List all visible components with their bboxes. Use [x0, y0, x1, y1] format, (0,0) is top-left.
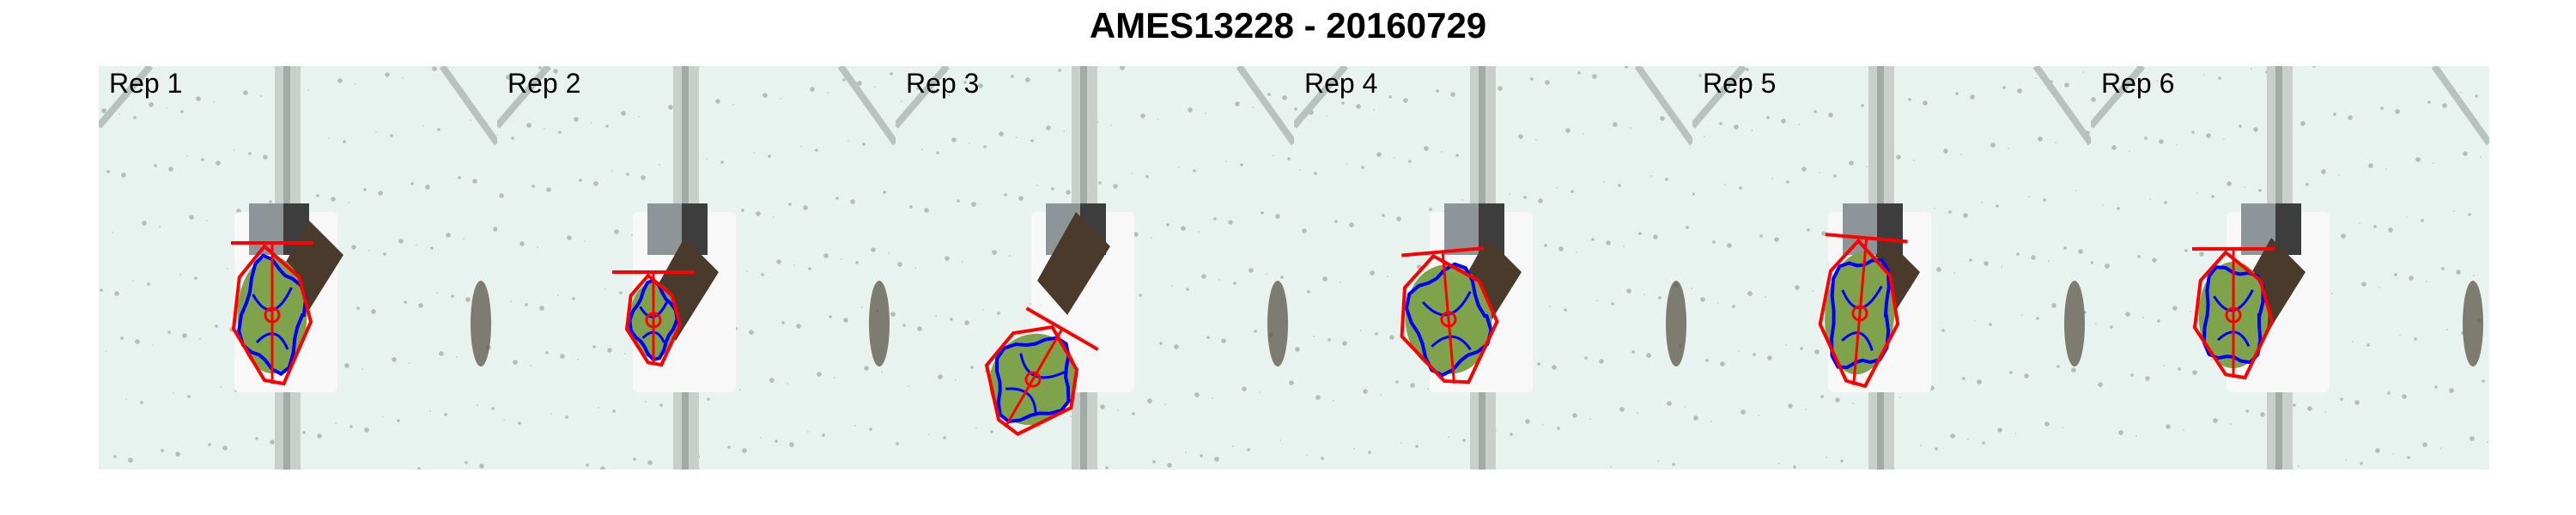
soil — [1037, 212, 1110, 315]
debris — [869, 281, 890, 367]
debris — [1267, 281, 1288, 367]
rail — [2032, 66, 2091, 146]
rail — [896, 66, 951, 129]
convex-hull — [1818, 238, 1900, 389]
rail — [497, 66, 552, 129]
panel-rep-1: Rep 1 — [99, 66, 497, 470]
convex-hull — [2192, 250, 2275, 380]
panel-label: Rep 2 — [507, 68, 581, 99]
convex-hull — [624, 273, 683, 367]
debris — [2064, 281, 2085, 367]
height-line — [1441, 251, 1456, 384]
panel-rep-2: Rep 2 — [497, 66, 896, 470]
figure-title: AMES13228 - 20160729 — [1089, 5, 1487, 45]
plant — [231, 241, 313, 386]
plant — [1818, 233, 1908, 389]
rail — [2091, 66, 2146, 129]
plant-photo — [99, 66, 497, 470]
debris — [471, 281, 491, 367]
plant-photo — [896, 66, 1294, 470]
height-line — [1004, 328, 1064, 428]
convex-hull — [984, 324, 1079, 437]
rail — [1634, 66, 1692, 146]
plant — [984, 306, 1099, 437]
panel-label: Rep 1 — [109, 68, 183, 99]
leaf-contour — [1830, 258, 1891, 370]
pot-block — [647, 203, 682, 255]
plant — [1400, 246, 1499, 385]
panel-label: Rep 3 — [906, 68, 980, 99]
leaf-contour — [628, 278, 680, 362]
plant — [612, 270, 695, 367]
plant-photo — [1294, 66, 1692, 470]
top-bar — [1025, 306, 1099, 351]
top-bar — [1825, 233, 1908, 244]
convex-hull — [231, 244, 313, 386]
rail — [1236, 66, 1294, 146]
panel-rep-3: Rep 3 — [896, 66, 1294, 470]
centroid-marker — [645, 312, 662, 329]
rail — [1294, 66, 1349, 129]
debris — [2463, 281, 2483, 367]
panel-rep-5: Rep 5 — [1692, 66, 2091, 470]
rail — [99, 66, 154, 129]
rail — [1692, 66, 1747, 129]
height-line — [1852, 238, 1868, 385]
convex-hull — [1400, 253, 1499, 385]
centroid-marker — [1024, 371, 1042, 388]
centroid-marker — [1851, 305, 1868, 322]
panel-rep-4: Rep 4 — [1294, 66, 1692, 470]
centroid-marker — [264, 306, 281, 324]
panel-rep-6: Rep 6 — [2091, 66, 2489, 470]
panel-label: Rep 6 — [2101, 68, 2175, 99]
image-strip: Rep 1 Rep 2 Rep 3 Rep 4 Rep 5 Rep 6 — [99, 66, 2490, 470]
panel-label: Rep 4 — [1304, 68, 1378, 99]
panel-label: Rep 5 — [1703, 68, 1777, 99]
centroid-marker — [2225, 306, 2242, 324]
leaf-contour — [237, 253, 308, 376]
centroid-marker — [1440, 311, 1457, 328]
rail — [439, 66, 497, 146]
plant-photo — [2091, 66, 2489, 470]
leaf-contour — [995, 336, 1072, 424]
plant — [2192, 247, 2275, 380]
top-bar — [1401, 246, 1485, 258]
rail — [2431, 66, 2489, 146]
pot-block — [1444, 203, 1479, 255]
plant-photo — [1692, 66, 2091, 470]
rail — [837, 66, 896, 146]
debris — [1666, 281, 1686, 367]
plant-photo — [497, 66, 896, 470]
pot-block — [1843, 203, 1877, 255]
